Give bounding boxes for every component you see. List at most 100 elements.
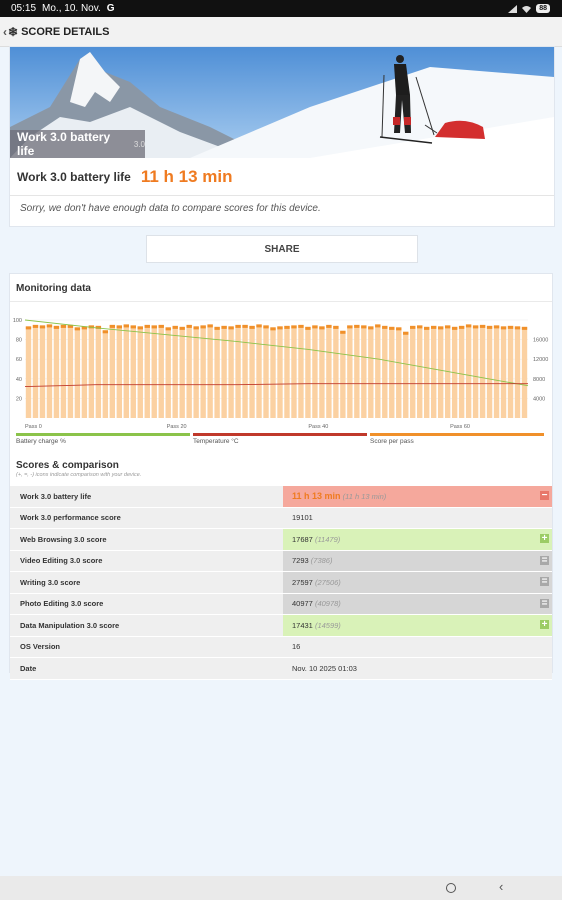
score-row: Web Browsing 3.0 score 17687 (11479) + bbox=[10, 529, 552, 551]
score-value-text: 16 bbox=[292, 642, 301, 652]
score-bar-cap bbox=[32, 324, 39, 328]
score-bar bbox=[458, 325, 465, 418]
score-label: Date bbox=[20, 663, 37, 673]
battery-charge-line bbox=[24, 319, 529, 387]
score-bar bbox=[298, 324, 304, 418]
score-value: 7293 (7386) bbox=[292, 556, 332, 565]
score-bar-cap bbox=[67, 324, 74, 328]
equal-icon[interactable]: = bbox=[540, 597, 549, 609]
score-bar bbox=[410, 325, 416, 418]
score-bar-cap bbox=[74, 327, 81, 331]
score-bar-cap bbox=[451, 326, 458, 330]
score-label: Data Manipulation 3.0 score bbox=[20, 620, 120, 630]
score-bar bbox=[514, 326, 521, 418]
score-bar-cap bbox=[514, 326, 521, 330]
score-bar bbox=[263, 325, 269, 418]
score-label: Writing 3.0 score bbox=[20, 577, 81, 587]
score-row: Photo Editing 3.0 score 40977 (40978) = bbox=[10, 593, 552, 615]
monitoring-chart: 20 40 60 80 100 4000 8000 12000 16000 Pass 0 Pass … bbox=[13, 318, 548, 430]
score-bar bbox=[340, 330, 346, 418]
score-reference: (11479) bbox=[312, 534, 341, 544]
score-reference: (27506) bbox=[312, 577, 341, 587]
y-right-tick-label: 16000 bbox=[533, 338, 548, 344]
equal-icon[interactable]: = bbox=[540, 576, 549, 587]
score-bar-cap bbox=[116, 325, 123, 329]
score-bar-cap bbox=[228, 326, 234, 330]
score-comparison-bg bbox=[283, 593, 552, 614]
score-bar-cap bbox=[486, 325, 493, 329]
y-right-tick-label: 4000 bbox=[533, 396, 545, 402]
score-bar bbox=[165, 327, 171, 418]
battery-icon: 88 bbox=[536, 4, 550, 13]
score-bar-cap bbox=[507, 325, 514, 329]
score-bar bbox=[500, 326, 507, 418]
y-left-tick-label: 40 bbox=[16, 377, 22, 383]
equal-icon[interactable]: = bbox=[540, 554, 549, 566]
score-bar bbox=[354, 324, 360, 418]
minus-icon[interactable]: − bbox=[540, 490, 549, 501]
score-bar-cap bbox=[410, 325, 416, 329]
score-bar-cap bbox=[340, 330, 346, 334]
score-bar-cap bbox=[298, 324, 304, 328]
score-row: Work 3.0 performance score 19101 bbox=[10, 507, 552, 529]
score-bar bbox=[249, 325, 255, 418]
back-icon[interactable]: ‹ bbox=[499, 879, 504, 894]
score-bar-cap bbox=[25, 326, 32, 330]
score-bar bbox=[88, 325, 95, 418]
score-bar-cap bbox=[46, 324, 53, 328]
x-tick-label: Pass 40 bbox=[308, 424, 328, 430]
score-bar bbox=[479, 324, 486, 418]
score-bar-cap bbox=[319, 326, 325, 330]
score-bar-cap bbox=[284, 325, 290, 329]
score-row: Data Manipulation 3.0 score 17431 (14599)… bbox=[10, 615, 552, 637]
share-button[interactable]: SHARE bbox=[146, 235, 418, 263]
score-bar-cap bbox=[437, 326, 444, 330]
score-bar bbox=[319, 326, 325, 418]
score-row: Writing 3.0 score 27597 (27506) = bbox=[10, 572, 552, 594]
hero-caption: Work 3.0 battery life 3.0 bbox=[10, 130, 145, 158]
score-bar-cap bbox=[375, 324, 381, 328]
score-bar-cap bbox=[403, 331, 409, 335]
score-bar bbox=[179, 326, 185, 418]
score-bar bbox=[81, 326, 88, 418]
score-bar bbox=[284, 325, 290, 418]
plus-icon[interactable]: + bbox=[540, 619, 549, 630]
y-left-tick-label: 60 bbox=[16, 357, 22, 363]
date: Mo., 10. Nov. bbox=[42, 3, 101, 14]
score-bar-cap bbox=[430, 325, 437, 329]
score-bar bbox=[102, 330, 109, 418]
back-chevron-icon[interactable]: ‹ bbox=[3, 24, 7, 39]
score-bar-cap bbox=[109, 324, 116, 328]
hero-image: Work 3.0 battery life 3.0 bbox=[10, 47, 554, 158]
score-bar bbox=[270, 327, 276, 418]
score-bar-cap bbox=[361, 325, 367, 329]
score-bar-cap bbox=[39, 325, 46, 329]
score-value: 17687 (11479) bbox=[292, 535, 340, 544]
score-bar bbox=[25, 326, 32, 418]
score-comparison-bg bbox=[283, 550, 552, 571]
score-bar-cap bbox=[333, 325, 339, 329]
score-comparison-bg bbox=[283, 572, 552, 593]
y-right-tick-label: 8000 bbox=[533, 377, 545, 383]
score-bar bbox=[130, 325, 136, 418]
score-bar bbox=[242, 324, 248, 418]
score-bar bbox=[326, 324, 332, 418]
score-bar bbox=[465, 324, 472, 418]
score-bar bbox=[347, 325, 353, 418]
score-bar-cap bbox=[221, 325, 227, 329]
score-label: Photo Editing 3.0 score bbox=[20, 599, 104, 609]
score-row: Date Nov. 10 2025 01:03 bbox=[10, 658, 552, 680]
score-bar-cap bbox=[179, 326, 185, 330]
score-row: Video Editing 3.0 score 7293 (7386) = bbox=[10, 550, 552, 572]
score-bar-cap bbox=[347, 325, 353, 329]
divider bbox=[10, 301, 552, 302]
home-icon[interactable] bbox=[446, 883, 456, 893]
score-value-text: 17687 bbox=[292, 534, 313, 544]
score-bar-cap bbox=[277, 326, 283, 330]
score-bar-cap bbox=[249, 325, 255, 329]
score-bar bbox=[144, 324, 150, 418]
score-bar bbox=[46, 324, 53, 418]
plus-icon[interactable]: + bbox=[540, 533, 549, 544]
score-bar bbox=[158, 324, 164, 418]
score-bar-cap bbox=[263, 325, 269, 329]
